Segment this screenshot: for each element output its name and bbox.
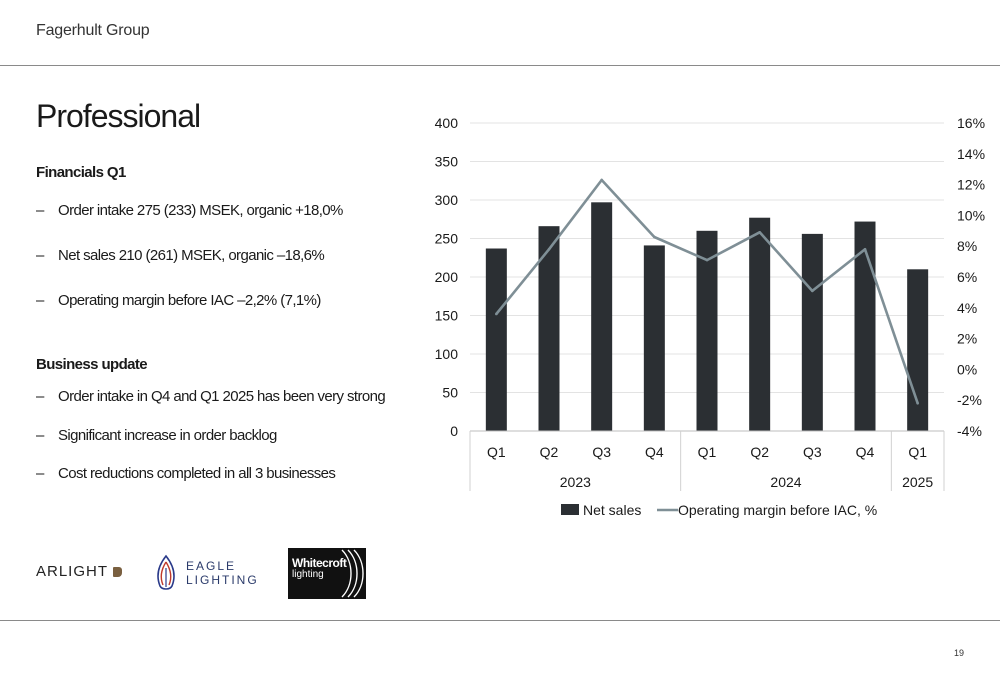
left-axis-tick-label: 350 xyxy=(435,154,459,170)
legend-net-sales: Net sales xyxy=(583,502,641,518)
operating-margin-point xyxy=(547,247,551,251)
left-axis-tick-label: 50 xyxy=(442,385,458,401)
left-axis-tick-label: 100 xyxy=(435,346,459,362)
net-sales-bar xyxy=(749,217,771,431)
net-sales-bar xyxy=(485,248,507,431)
page-title: Professional xyxy=(36,98,201,134)
left-axis-tick-label: 200 xyxy=(435,269,459,285)
business-item: – Significant increase in order backlog xyxy=(36,427,277,444)
whitecroft-lighting-logo: Whitecroft lighting xyxy=(288,548,366,599)
legend-operating-margin: Operating margin before IAC, % xyxy=(678,502,877,518)
operating-margin-point xyxy=(495,312,498,316)
right-axis-tick-label: 12% xyxy=(957,177,985,193)
net-sales-bar xyxy=(643,245,665,431)
left-axis-tick-label: 0 xyxy=(450,423,458,439)
page-number: 19 xyxy=(953,648,964,658)
financials-heading: Financials Q1 xyxy=(36,164,126,181)
net-sales-bar xyxy=(538,226,560,431)
financials-item: – Order intake 275 (233) MSEK, organic +1… xyxy=(36,202,343,219)
year-label: 2023 xyxy=(560,474,591,490)
category-label: Q4 xyxy=(645,444,664,460)
whitecroft-arcs-icon xyxy=(341,549,364,598)
net-sales-bar xyxy=(591,202,613,431)
left-axis-tick-label: 400 xyxy=(435,115,459,131)
right-axis-tick-label: 10% xyxy=(957,207,985,223)
arlight-logo: ARLIGHT xyxy=(36,563,123,580)
financials-item: – Net sales 210 (261) MSEK, organic –18,6… xyxy=(36,247,325,264)
category-label: Q2 xyxy=(540,444,559,460)
right-axis-tick-label: 0% xyxy=(957,361,977,377)
category-label: Q3 xyxy=(803,444,822,460)
financials-item: – Operating margin before IAC –2,2% (7,1%… xyxy=(36,292,321,309)
operating-margin-point xyxy=(863,247,867,251)
brand-logos: ARLIGHT EAGLE LIGHTING Whitecroft lightin… xyxy=(36,548,376,600)
right-axis-tick-label: -4% xyxy=(957,423,982,439)
net-sales-bar xyxy=(854,221,876,431)
operating-margin-point xyxy=(600,178,603,182)
arlight-mark-icon xyxy=(113,567,123,577)
operating-margin-point xyxy=(916,401,919,405)
right-axis-tick-label: 4% xyxy=(957,300,977,316)
year-label: 2025 xyxy=(902,474,933,490)
right-axis-tick-label: 16% xyxy=(957,115,985,131)
header-divider xyxy=(0,65,1000,66)
category-label: Q2 xyxy=(750,444,769,460)
left-axis-tick-label: 150 xyxy=(435,308,459,324)
net-sales-bar xyxy=(907,269,929,431)
net-sales-margin-chart: 0 50 100 150 200 250 300 350 400 -4% -2% 0% 2% 4% 6% 8%… xyxy=(435,115,985,518)
right-axis-tick-label: -2% xyxy=(957,392,982,408)
business-item: – Cost reductions completed in all 3 busi… xyxy=(36,465,336,482)
category-label: Q1 xyxy=(487,444,506,460)
net-sales-bar xyxy=(801,233,823,431)
right-axis-tick-label: 14% xyxy=(957,146,985,162)
left-axis-tick-label: 300 xyxy=(435,192,459,208)
business-heading: Business update xyxy=(36,356,148,373)
category-label: Q4 xyxy=(856,444,875,460)
category-label: Q1 xyxy=(698,444,717,460)
right-axis-tick-label: 6% xyxy=(957,269,977,285)
footer-divider xyxy=(0,620,1000,621)
category-label: Q1 xyxy=(908,444,927,460)
year-label: 2024 xyxy=(770,474,801,490)
eagle-lighting-logo: EAGLE LIGHTING xyxy=(154,554,259,592)
operating-margin-point xyxy=(653,235,656,239)
operating-margin-point xyxy=(758,231,761,234)
net-sales-bar xyxy=(696,230,718,431)
right-axis-tick-label: 8% xyxy=(957,238,977,254)
operating-margin-point xyxy=(811,289,814,293)
right-axis-tick-label: 2% xyxy=(957,331,977,347)
business-item: – Order intake in Q4 and Q1 2025 has been… xyxy=(36,388,386,405)
left-axis-tick-label: 250 xyxy=(435,231,459,247)
category-label: Q3 xyxy=(592,444,611,460)
eagle-flame-icon xyxy=(157,554,175,590)
legend-bar-swatch xyxy=(561,504,579,515)
company-name: Fagerhult Group xyxy=(36,22,150,39)
operating-margin-point xyxy=(705,258,709,262)
